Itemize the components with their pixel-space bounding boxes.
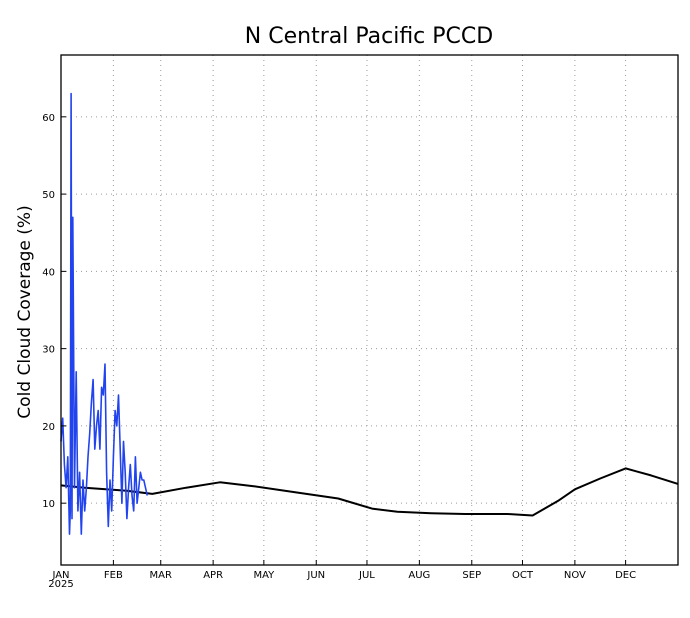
y-tick-label: 30 <box>42 345 55 356</box>
y-tick-label: 50 <box>42 190 55 201</box>
y-tick-label: 60 <box>42 113 55 124</box>
climatology-line <box>60 467 679 517</box>
year-label: 2025 <box>48 579 73 590</box>
x-tick-label: JUN <box>306 570 325 581</box>
x-tick-label: JUL <box>358 570 375 581</box>
x-tick-label: APR <box>203 570 223 581</box>
x-tick-label: JAN <box>51 570 69 581</box>
x-tick-label: FEB <box>104 570 123 581</box>
y-axis-label: Cold Cloud Coverage (%) <box>15 205 35 418</box>
x-tick-label: NOV <box>564 570 586 581</box>
tick-labels: 10 20 30 40 50 60 JAN FEB MAR APR MAY JUN JUL AUG SEP O… <box>42 113 636 581</box>
observed-line <box>60 92 148 535</box>
plot-frame <box>60 54 679 566</box>
grid <box>61 55 678 565</box>
y-tick-label: 10 <box>42 499 55 510</box>
x-tick-label: AUG <box>408 570 430 581</box>
chart-title: N Central Pacific PCCD <box>245 24 493 49</box>
x-tick-label: DEC <box>615 570 636 581</box>
series-lines <box>60 92 679 535</box>
x-tick-label: MAR <box>150 570 172 581</box>
y-tick-label: 40 <box>42 267 55 278</box>
x-tick-label: MAY <box>253 570 275 581</box>
y-tick-label: 20 <box>42 422 55 433</box>
x-tick-label: OCT <box>512 570 534 581</box>
x-tick-label: SEP <box>462 570 481 581</box>
